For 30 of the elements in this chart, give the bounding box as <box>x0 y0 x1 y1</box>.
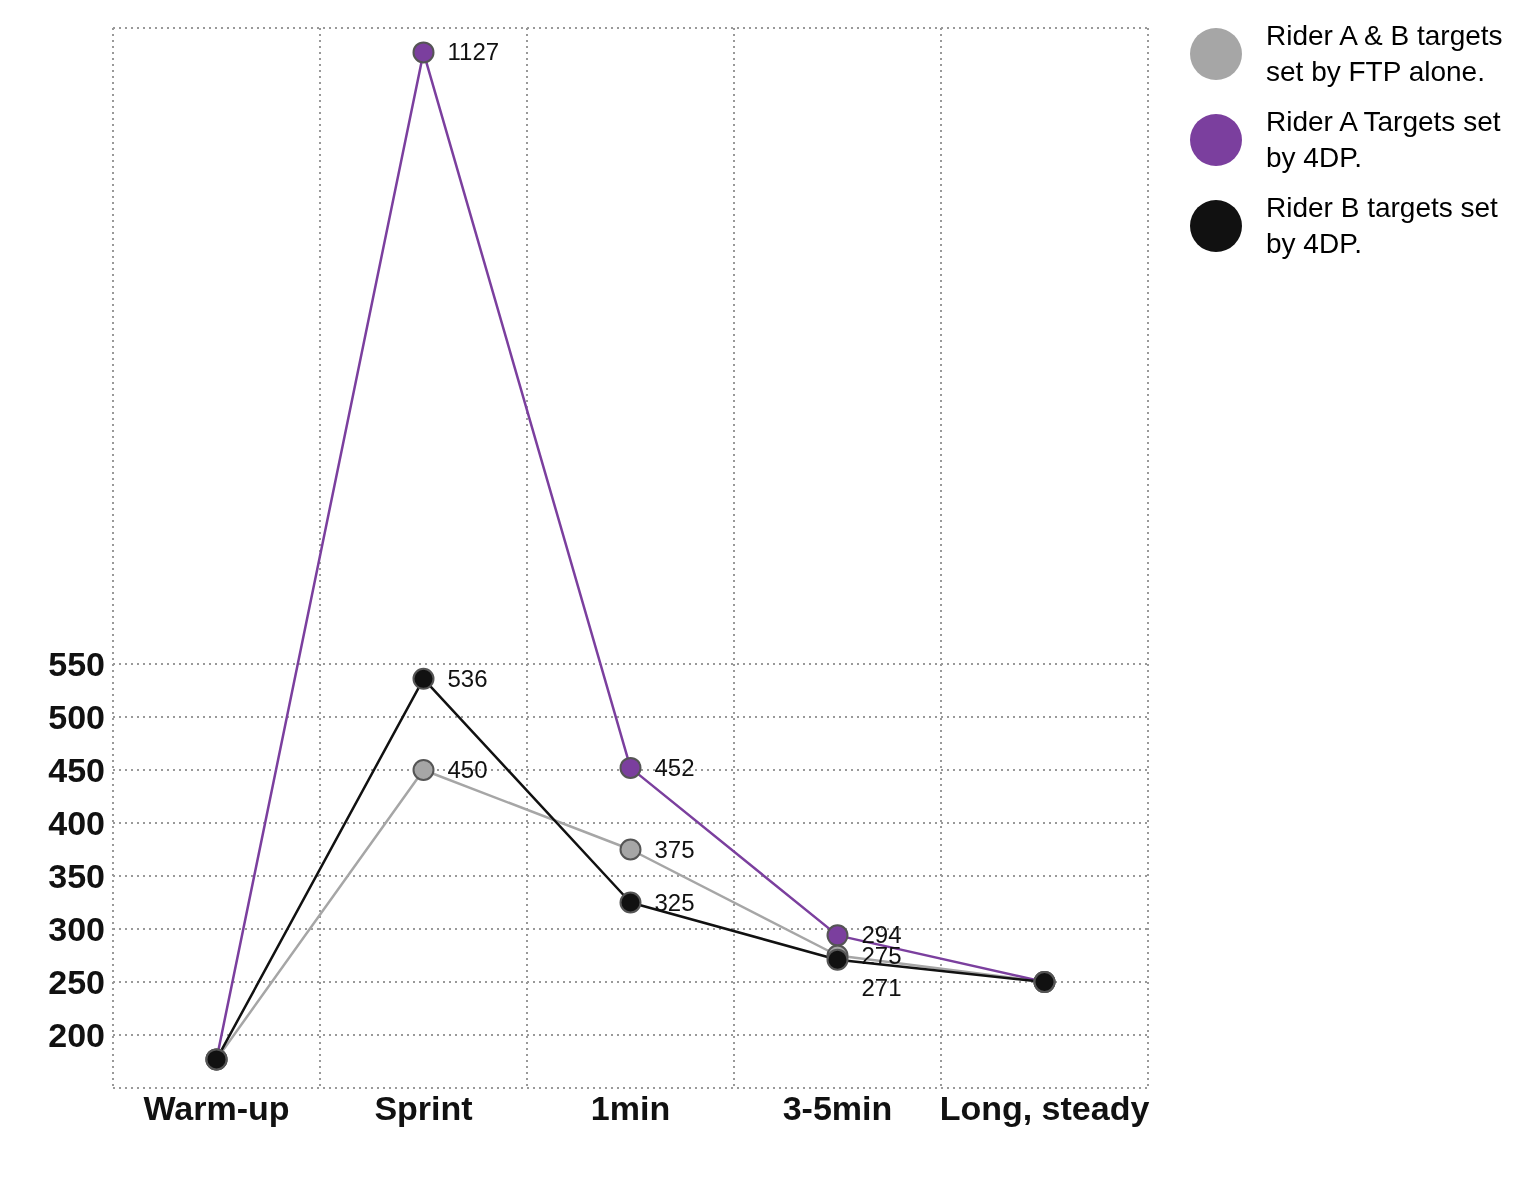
point <box>412 667 435 690</box>
x-tick-label: 3-5min <box>782 1089 893 1128</box>
legend-label: Rider A & B targets set by FTP alone. <box>1266 19 1504 89</box>
data-label: 450 <box>447 756 488 783</box>
y-tick-label: 500 <box>48 698 105 737</box>
y-tick-label: 300 <box>48 910 105 949</box>
point <box>826 924 849 947</box>
y-tick-label: 350 <box>48 857 105 896</box>
y-tick-label: 400 <box>48 804 105 843</box>
point <box>412 759 435 781</box>
legend-label: Rider A Targets set by 4DP. <box>1266 105 1502 175</box>
y-tick-label: 200 <box>48 1016 105 1055</box>
legend-label: Rider B targets set by 4DP. <box>1266 191 1499 261</box>
x-tick-label: Sprint <box>374 1089 473 1128</box>
data-label: 271 <box>861 973 902 1001</box>
point <box>619 756 642 779</box>
point <box>619 838 642 861</box>
data-label: 452 <box>654 753 695 781</box>
x-tick-label: Long, steady <box>939 1089 1150 1128</box>
point <box>619 891 642 914</box>
data-label: 375 <box>654 835 695 863</box>
data-label: 1127 <box>447 38 500 66</box>
y-tick-label: 250 <box>48 963 105 1002</box>
point <box>412 41 435 64</box>
y-tick-label: 450 <box>48 751 105 790</box>
data-label: 325 <box>654 888 695 916</box>
x-tick-label: 1min <box>590 1089 671 1128</box>
y-tick-label: 550 <box>48 645 105 684</box>
data-label: 536 <box>447 664 488 692</box>
x-tick-label: Warm-up <box>143 1089 290 1128</box>
